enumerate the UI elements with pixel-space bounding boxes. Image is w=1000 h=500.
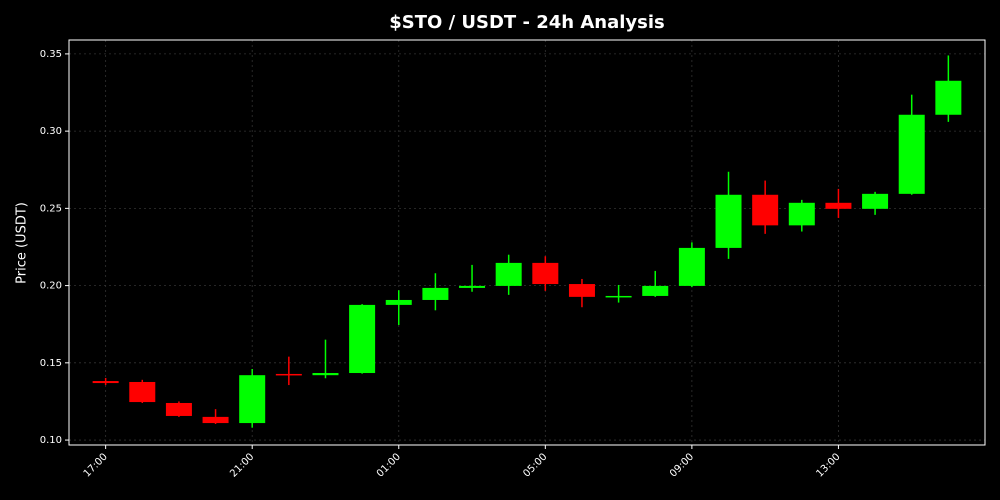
y-tick-label: 0.20 xyxy=(40,281,62,292)
y-axis-label: Price (USDT) xyxy=(15,202,30,284)
candle-body xyxy=(788,202,815,226)
candle-body xyxy=(605,295,632,298)
y-tick-label: 0.30 xyxy=(40,126,62,137)
candle-body xyxy=(165,402,192,416)
candle-body xyxy=(349,304,376,374)
candle-body xyxy=(642,285,669,296)
candle-body xyxy=(678,247,705,286)
candle-body xyxy=(752,194,779,226)
candle-body xyxy=(92,381,119,384)
candle-body xyxy=(239,375,266,424)
candle-body xyxy=(495,262,522,286)
candle-body xyxy=(385,299,412,305)
candle-body xyxy=(825,202,852,209)
y-tick-label: 0.15 xyxy=(40,358,62,369)
axes-frame xyxy=(68,39,986,446)
candle-body xyxy=(898,114,925,194)
y-tick-label: 0.35 xyxy=(40,49,62,60)
candle-body xyxy=(935,80,962,115)
candle-body xyxy=(715,194,742,248)
candle-body xyxy=(422,287,449,300)
candle-body xyxy=(532,262,559,285)
candle-body xyxy=(129,381,156,403)
candle-body xyxy=(202,416,229,424)
candle-body xyxy=(862,193,889,209)
candle-body xyxy=(568,284,595,297)
chart-title: $STO / USDT - 24h Analysis xyxy=(389,12,665,33)
y-tick-label: 0.10 xyxy=(40,435,62,446)
candle-body xyxy=(275,373,302,376)
y-tick-label: 0.25 xyxy=(40,203,62,214)
candle-body xyxy=(459,285,486,288)
candle-body xyxy=(312,373,339,376)
